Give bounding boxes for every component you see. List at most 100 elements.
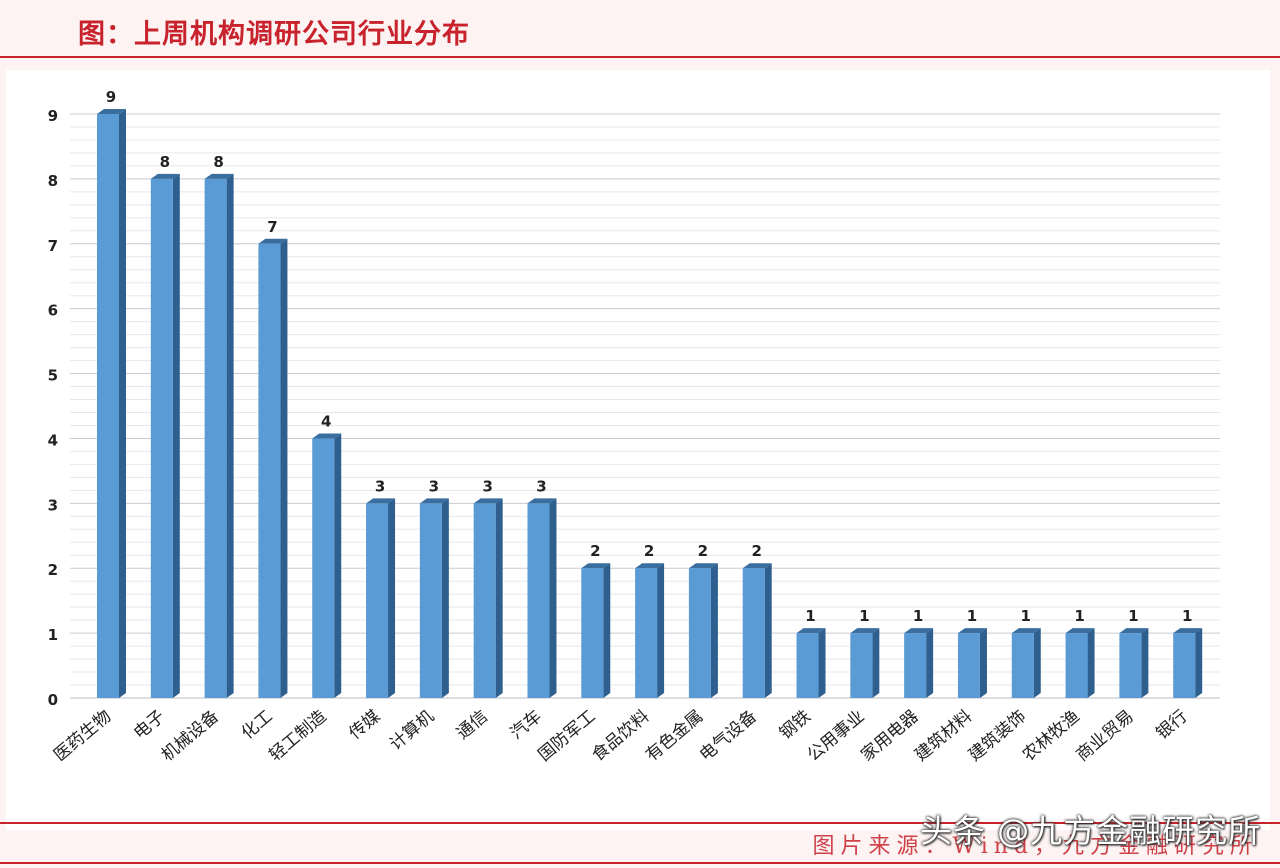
data-label: 1 bbox=[1182, 607, 1192, 625]
bar-side bbox=[1033, 628, 1041, 698]
bar bbox=[904, 633, 927, 698]
x-tick-label: 化工 bbox=[238, 707, 277, 744]
y-tick-label: 3 bbox=[48, 496, 58, 514]
bar-top bbox=[850, 628, 880, 634]
bar-top bbox=[150, 173, 180, 179]
data-label: 3 bbox=[536, 477, 546, 495]
bar-top bbox=[366, 498, 396, 504]
data-label: 1 bbox=[1128, 607, 1138, 625]
bar-top bbox=[473, 498, 503, 504]
bar-top bbox=[688, 563, 718, 569]
y-tick-label: 0 bbox=[48, 691, 58, 709]
data-label: 2 bbox=[590, 542, 600, 560]
x-tick-label: 钢铁 bbox=[776, 707, 815, 744]
x-tick-label: 电气设备 bbox=[696, 707, 761, 766]
bar bbox=[850, 633, 873, 698]
bar bbox=[1011, 633, 1034, 698]
bar-side bbox=[1195, 628, 1203, 698]
data-label: 8 bbox=[213, 153, 223, 171]
footer-divider bbox=[0, 822, 1280, 824]
y-tick-label: 9 bbox=[48, 107, 58, 125]
bar-top bbox=[742, 563, 772, 569]
bar bbox=[366, 503, 389, 698]
x-tick-label: 公用事业 bbox=[804, 707, 869, 766]
data-label: 1 bbox=[1021, 607, 1031, 625]
bar-top bbox=[635, 563, 665, 569]
bar bbox=[312, 438, 335, 698]
x-tick-label: 家用电器 bbox=[857, 707, 922, 766]
data-label: 3 bbox=[482, 477, 492, 495]
x-tick-label: 传媒 bbox=[345, 707, 384, 744]
bar bbox=[635, 568, 658, 698]
bar-side bbox=[495, 498, 503, 698]
data-label: 4 bbox=[321, 412, 331, 430]
bar-side bbox=[226, 173, 234, 698]
y-tick-label: 5 bbox=[48, 367, 58, 385]
bar bbox=[473, 503, 496, 698]
bar-side bbox=[388, 498, 396, 698]
bar-side bbox=[872, 628, 880, 698]
y-tick-label: 1 bbox=[48, 626, 58, 644]
bar-top bbox=[1119, 628, 1149, 634]
bar-top bbox=[419, 498, 449, 504]
watermark: 头条 @九方金融研究所 bbox=[920, 812, 1262, 850]
data-label: 1 bbox=[805, 607, 815, 625]
y-tick-label: 7 bbox=[48, 237, 58, 255]
data-label: 1 bbox=[967, 607, 977, 625]
bar-side bbox=[441, 498, 449, 698]
x-tick-label: 通信 bbox=[453, 707, 492, 744]
bar bbox=[957, 633, 980, 698]
data-label: 9 bbox=[106, 88, 116, 106]
x-tick-label: 医药生物 bbox=[50, 707, 115, 766]
bar-side bbox=[979, 628, 987, 698]
bar-top bbox=[1065, 628, 1095, 634]
bar-side bbox=[1141, 628, 1149, 698]
data-label: 1 bbox=[913, 607, 923, 625]
bottom-divider bbox=[0, 862, 1280, 864]
bar-side bbox=[657, 563, 665, 698]
data-label: 2 bbox=[751, 542, 761, 560]
data-label: 2 bbox=[698, 542, 708, 560]
data-label: 7 bbox=[267, 218, 277, 236]
bar-top bbox=[258, 238, 288, 244]
x-tick-label: 计算机 bbox=[386, 707, 438, 755]
bar bbox=[1173, 633, 1196, 698]
bar-top bbox=[527, 498, 557, 504]
x-tick-label: 电子 bbox=[130, 707, 169, 744]
bar-side bbox=[764, 563, 772, 698]
data-label: 1 bbox=[859, 607, 869, 625]
x-tick-label: 建筑装饰 bbox=[965, 707, 1030, 766]
bar bbox=[97, 114, 119, 698]
bar-top bbox=[796, 628, 826, 634]
bar bbox=[419, 503, 442, 698]
page-title: 图：上周机构调研公司行业分布 bbox=[78, 19, 470, 50]
bar-side bbox=[818, 628, 826, 698]
y-tick-label: 6 bbox=[48, 302, 58, 320]
bar-side bbox=[1087, 628, 1095, 698]
bar bbox=[527, 503, 550, 698]
data-label: 1 bbox=[1074, 607, 1084, 625]
bar-side bbox=[603, 563, 611, 698]
x-tick-label: 食品饮料 bbox=[588, 707, 653, 766]
y-tick-label: 8 bbox=[48, 172, 58, 190]
title-bar: 图：上周机构调研公司行业分布 bbox=[0, 0, 1280, 58]
source-note: 图片来源：Wind，九方金融研究所 bbox=[812, 834, 1258, 859]
bar-side bbox=[280, 238, 288, 698]
x-tick-label: 农林牧渔 bbox=[1019, 707, 1084, 766]
x-tick-label: 有色金属 bbox=[642, 707, 707, 766]
data-label: 3 bbox=[375, 477, 385, 495]
chart-panel: 0 1 2 3 4 5 6 7 8 9 9 医药生物 8 电子 8 机械设备 7 化工 4 轻工制造 3 传媒 3 计算机 3 通… bbox=[6, 70, 1270, 830]
bar bbox=[581, 568, 604, 698]
data-label: 3 bbox=[429, 477, 439, 495]
bar bbox=[1065, 633, 1088, 698]
bar-top bbox=[204, 173, 234, 179]
bar bbox=[258, 243, 281, 698]
bar bbox=[1119, 633, 1142, 698]
bar-top bbox=[97, 109, 126, 114]
x-tick-label: 银行 bbox=[1153, 707, 1192, 744]
bar bbox=[742, 568, 765, 698]
bar-top bbox=[312, 433, 342, 439]
bar bbox=[796, 633, 819, 698]
x-tick-label: 商业贸易 bbox=[1073, 707, 1138, 766]
bar-side bbox=[926, 628, 934, 698]
